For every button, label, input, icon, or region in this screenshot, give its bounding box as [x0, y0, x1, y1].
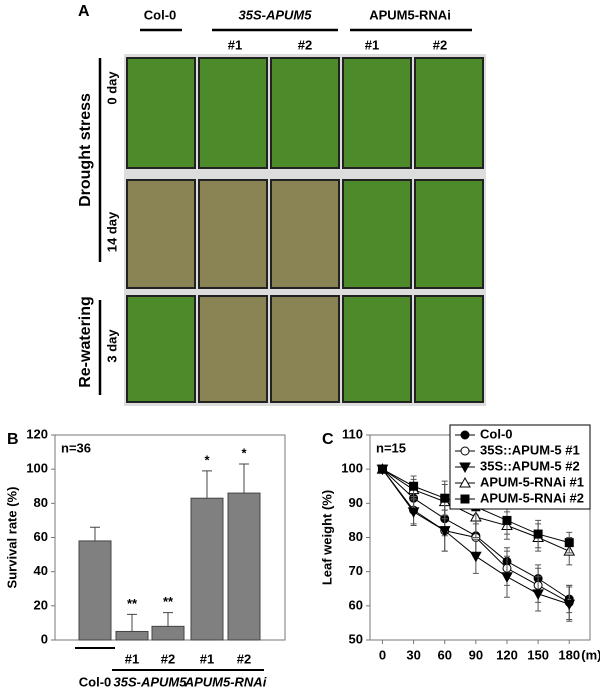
significance: ** [127, 596, 138, 611]
column-label: Col-0 [144, 7, 177, 22]
y-tick-label: 110 [342, 426, 363, 441]
header-lines [98, 28, 472, 395]
marker [377, 464, 387, 474]
bar [151, 625, 185, 641]
trays [126, 57, 484, 403]
line-label: #1 [365, 37, 379, 52]
bar [78, 540, 112, 641]
error-bar [239, 463, 249, 494]
condition-label: Drought stress [77, 93, 94, 207]
panel-label: B [7, 431, 19, 448]
y-tick-label: 90 [349, 495, 363, 510]
x-tick-label: 60 [437, 647, 451, 662]
bar [227, 492, 261, 641]
y-tick-label: 60 [34, 529, 48, 544]
y-tick-label: 50 [349, 631, 363, 646]
y-tick-label: 0 [41, 631, 48, 646]
time-label: 0 day [104, 71, 119, 105]
error-bar [163, 612, 173, 627]
marker [407, 507, 420, 518]
marker [460, 494, 470, 504]
y-tick-label: 60 [349, 597, 363, 612]
x-tick-label: #1 [200, 651, 214, 666]
y-axis-title: Survival rate (%) [4, 487, 19, 589]
line-label: #2 [298, 37, 312, 52]
marker [502, 515, 512, 525]
y-tick-label: 80 [34, 495, 48, 510]
marker [469, 551, 482, 563]
legend-label: APUM-5-RNAi #1 [480, 474, 584, 489]
y-tick-label: 40 [34, 563, 48, 578]
x-tick-label: 180 [558, 647, 580, 662]
marker [533, 529, 543, 539]
significance: * [241, 445, 247, 460]
error-bar [127, 613, 137, 632]
y-axis-title: Leaf weight (%) [319, 490, 334, 585]
y-tick-label: 20 [34, 597, 48, 612]
time-label: 3 day [104, 329, 119, 363]
x-tick-label: #2 [237, 651, 251, 666]
line-label: #2 [433, 37, 447, 52]
group-label: APUM5-RNAi [184, 674, 267, 689]
marker [460, 446, 470, 456]
marker [440, 493, 450, 503]
marker [501, 572, 513, 583]
bar [190, 497, 224, 641]
panel-label: A [78, 3, 90, 20]
y-tick-label: 100 [341, 461, 363, 476]
y-tick-label: 120 [26, 426, 48, 441]
marker [409, 481, 419, 491]
line-label: #1 [228, 37, 242, 52]
x-tick-label: 120 [496, 647, 518, 662]
error-bar [202, 470, 212, 499]
marker [532, 589, 544, 600]
legend-label: APUM-5-RNAi #2 [480, 490, 584, 505]
annotation: n=36 [61, 440, 91, 455]
column-label: 35S-APUM5 [239, 7, 313, 22]
marker [563, 599, 576, 611]
y-tick-label: 100 [26, 461, 48, 476]
legend-label: 35S::APUM-5 #1 [480, 442, 580, 457]
x-axis-title: (m) [581, 647, 600, 662]
group-label: 35S-APUM5 [114, 674, 188, 689]
condition-label: Re-watering [77, 296, 94, 388]
marker [459, 476, 471, 488]
x-tick-label: 90 [469, 647, 483, 662]
panel-label: C [322, 431, 334, 448]
significance: ** [163, 594, 174, 609]
x-tick-label: 0 [379, 647, 386, 662]
legend-label: 35S::APUM-5 #2 [480, 458, 580, 473]
marker [564, 538, 574, 548]
y-tick-label: 80 [349, 529, 363, 544]
marker [460, 430, 470, 440]
bar [115, 630, 149, 641]
x-tick-label: #1 [125, 651, 139, 666]
x-tick-label: #2 [161, 651, 175, 666]
legend-label: Col-0 [480, 426, 513, 441]
x-tick-label: Col-0 [79, 674, 112, 689]
annotation: n=15 [376, 440, 406, 455]
marker [438, 526, 451, 537]
x-tick-label: 150 [527, 647, 549, 662]
y-tick-label: 70 [349, 563, 363, 578]
error-bar [90, 526, 100, 541]
significance: * [204, 452, 210, 467]
x-tick-label: 30 [406, 647, 420, 662]
column-label: APUM5-RNAi [369, 7, 451, 22]
marker [459, 462, 471, 474]
time-label: 14 day [104, 211, 119, 252]
